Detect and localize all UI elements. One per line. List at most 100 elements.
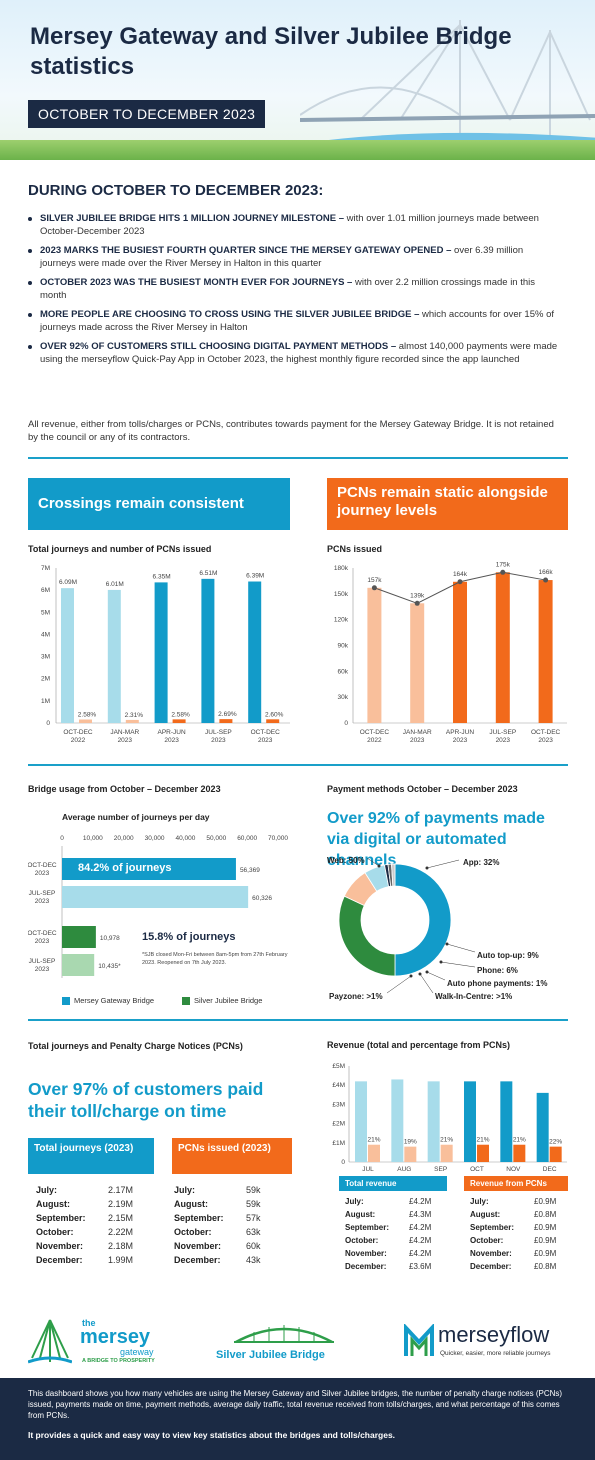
x-tick-label: 2022 (367, 737, 382, 744)
month-value: £0.9M (534, 1236, 557, 1245)
pcn-value-label: 166k (539, 569, 554, 576)
donut-leader (446, 943, 476, 953)
x-tick-label: JAN-MAR (110, 729, 139, 736)
donut-leader (386, 975, 412, 994)
y-tick-label: £1M (332, 1140, 345, 1147)
y-tick-label: £5M (332, 1063, 345, 1070)
usage-bar (62, 886, 249, 908)
pcn-pct-label: 2.69% (218, 711, 237, 718)
pcn-revenue-table: July: £0.9M August: £0.8M September: £0.9M Oct… (468, 1194, 558, 1274)
divider (28, 764, 568, 766)
x-tick-label: 2023 (164, 737, 179, 744)
month-label: October: (174, 1227, 212, 1237)
payment-title: Payment methods October – December 2023 (327, 784, 518, 794)
table-row: September: £4.2M (345, 1222, 431, 1233)
month-value: 2.17M (108, 1185, 134, 1195)
x-tick-label: APR-JUN (158, 729, 186, 736)
pcn-bar (266, 719, 280, 723)
pcn-bar (495, 572, 510, 723)
month-label: October: (36, 1227, 74, 1237)
x-tick-label: OCT-DEC (531, 729, 561, 736)
page-title: Mersey Gateway and Silver Jubilee Bridge… (30, 23, 512, 80)
x-tick-label: JUL (362, 1166, 374, 1173)
summary-item: 2023 MARKS THE BUSIEST FOURTH QUARTER SI… (28, 244, 558, 270)
y-tick-label: 6M (41, 587, 50, 594)
pcn-value-label: 139k (410, 592, 425, 599)
donut-leader (440, 961, 476, 968)
month-value: 2.18M (108, 1241, 134, 1251)
x-tick-label: OCT-DEC (251, 729, 281, 736)
pcn-bar (367, 587, 382, 723)
usage-row-label: 2023 (35, 938, 50, 945)
month-value: 63k (246, 1227, 261, 1237)
summary-item: SILVER JUBILEE BRIDGE HITS 1 MILLION JOU… (28, 212, 558, 238)
x-tick-label: 20,000 (114, 835, 134, 842)
journeys-bar-label: 6.35M (153, 573, 171, 580)
pcn-bar (538, 580, 553, 723)
x-tick-label: 2023 (258, 737, 273, 744)
y-tick-label: 30k (338, 694, 349, 701)
table-row: November: 60k (174, 1240, 261, 1252)
x-tick-label: 30,000 (145, 835, 165, 842)
x-tick-label: 60,000 (237, 835, 257, 842)
journeys-bar (61, 588, 74, 723)
month-value: £4.2M (409, 1236, 432, 1245)
journeys-bar-label: 6.09M (59, 579, 77, 586)
pcn-revenue-pct: 21% (367, 1137, 380, 1144)
donut-slice-label: Auto phone payments: 1% (447, 979, 547, 988)
usage-subtitle: Average number of journeys per day (62, 812, 210, 822)
pcn-revenue-bar (440, 1144, 453, 1162)
donut-slice (394, 863, 452, 977)
x-tick-label: JUL-SEP (205, 729, 232, 736)
table-row: July: £0.9M (470, 1196, 556, 1207)
month-value: £0.8M (534, 1210, 557, 1219)
x-tick-label: OCT-DEC (360, 729, 390, 736)
x-tick-label: JUL-SEP (489, 729, 516, 736)
revenue-bar (427, 1081, 440, 1162)
donut-slice-label: Auto top-up: 9% (477, 951, 539, 960)
usage-row-label: JUL-SEP (29, 958, 56, 965)
revenue-bar (391, 1079, 404, 1162)
month-value: 43k (246, 1255, 261, 1265)
usage-row-label: JUL-SEP (29, 890, 56, 897)
donut-leader (426, 859, 460, 869)
y-tick-label: £4M (332, 1082, 345, 1089)
donut-leader (366, 857, 380, 867)
month-label: July: (174, 1185, 196, 1195)
x-tick-label: 10,000 (83, 835, 103, 842)
x-tick-label: DEC (543, 1166, 557, 1173)
month-label: October: (345, 1236, 379, 1245)
x-tick-label: 2023 (453, 737, 468, 744)
pcn-revenue-bar (513, 1144, 526, 1162)
table-row: July: 2.17M (36, 1184, 133, 1196)
pcn-value-label: 175k (496, 561, 511, 568)
pcn-revenue-bar (368, 1144, 380, 1162)
month-label: October: (470, 1236, 504, 1245)
x-tick-label: 40,000 (175, 835, 195, 842)
month-value: 2.19M (108, 1199, 134, 1209)
donut-slice (338, 895, 396, 977)
y-tick-label: 7M (41, 565, 50, 572)
month-value: £4.2M (409, 1249, 432, 1258)
month-label: September: (470, 1223, 515, 1232)
month-label: September: (345, 1223, 390, 1232)
month-value: £0.9M (534, 1197, 557, 1206)
table-row: November: £4.2M (345, 1248, 431, 1259)
revenue-note: All revenue, either from tolls/charges o… (28, 419, 554, 443)
pcns-chart-title: PCNs issued (327, 544, 383, 554)
pcn-point (457, 579, 463, 585)
table-row: October: 63k (174, 1226, 261, 1238)
y-tick-label: 1M (41, 698, 50, 705)
y-tick-label: 180k (334, 565, 349, 572)
summary-item: OCTOBER 2023 WAS THE BUSIEST MONTH EVER … (28, 276, 558, 302)
pcn-bar (453, 581, 467, 723)
donut-leader-dot (439, 960, 443, 964)
month-value: £0.8M (534, 1262, 557, 1271)
journeys-bar-label: 6.39M (246, 573, 264, 580)
month-value: 60k (246, 1241, 261, 1251)
usage-row-label: OCT-DEC (28, 930, 57, 937)
x-tick-label: OCT (470, 1166, 484, 1173)
x-tick-label: JAN-MAR (403, 729, 432, 736)
pcns-chart: 030k60k90k120k150k180kOCT-DEC2022JAN-MAR… (334, 561, 567, 744)
pcns-banner: PCNs remain static alongside journey lev… (327, 478, 568, 530)
